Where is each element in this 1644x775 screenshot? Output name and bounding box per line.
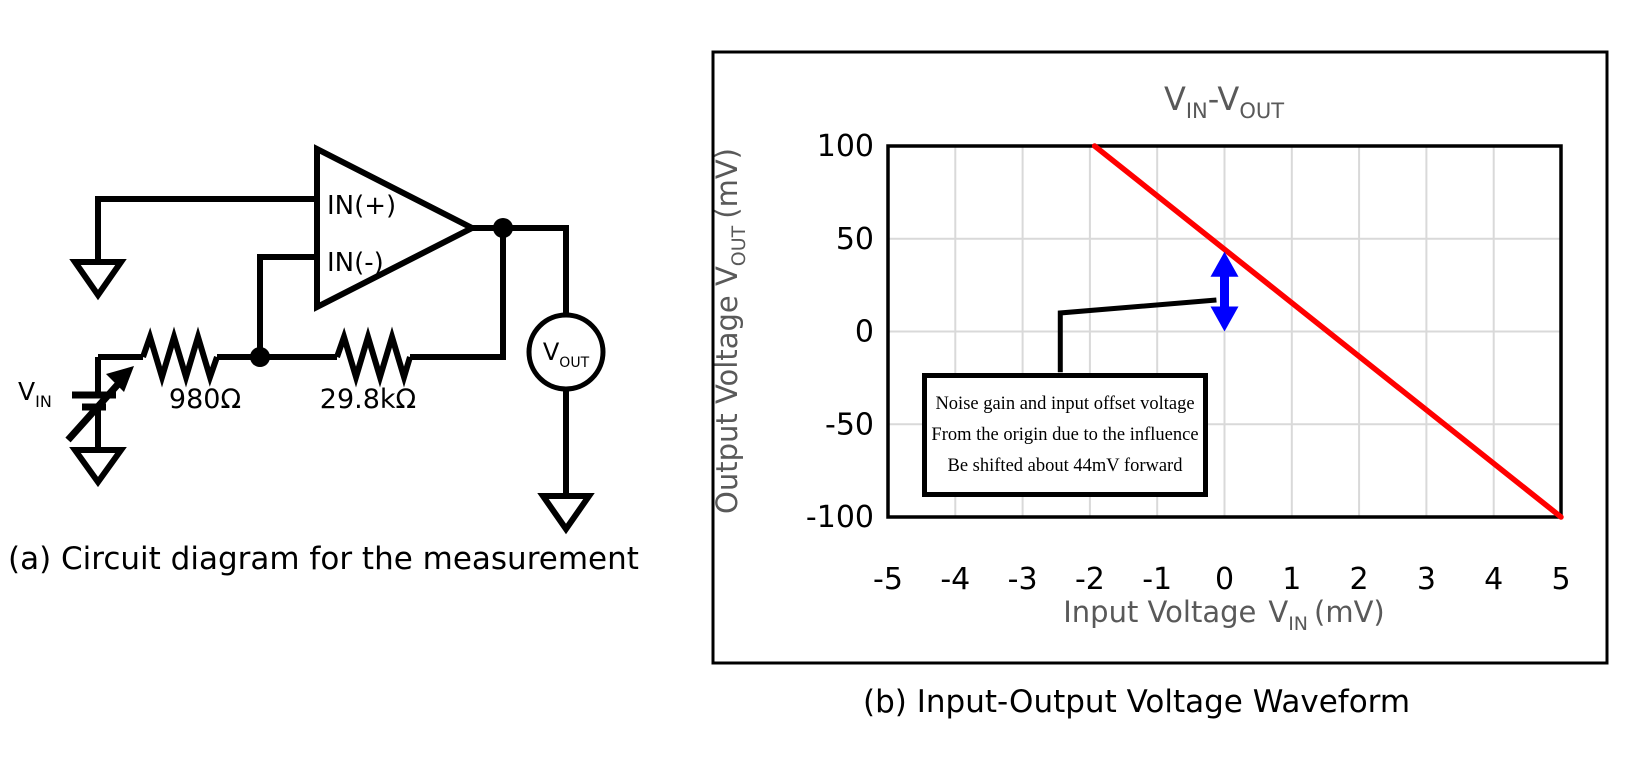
tick-labels-layer: -5 -4 -3 -2 -1 0 1 2 3 4 5 100 50 0 -50 -100: [806, 129, 1571, 597]
node-dot-feedback: [250, 347, 270, 367]
vin-variable-arrow-shaft: [65, 379, 123, 443]
chart-outer-border: [711, 50, 1609, 665]
y-tick-label: 0: [855, 315, 874, 350]
vin-variable-arrow-head: [106, 366, 134, 392]
x-tick-label: -1: [1142, 562, 1172, 597]
callout-line: [1057, 297, 1217, 373]
vout-meter-circle: [526, 312, 606, 392]
series-line-red: [1091, 143, 1564, 520]
y-tick-label: 50: [836, 222, 874, 257]
chart-title: VIN-VOUT: [1164, 80, 1284, 123]
note-line-2: From the origin due to the influence: [931, 424, 1199, 445]
vout-meter-label: VOUT: [543, 338, 590, 371]
in-minus-wire: [257, 254, 317, 352]
x-tick-label: -2: [1075, 562, 1105, 597]
plot-frame: [886, 144, 1563, 519]
note-box: Noise gain and input offset voltage From…: [922, 373, 1208, 497]
output-wire: [472, 225, 569, 315]
caption-panel-b: (b) Input-Output Voltage Waveform: [863, 684, 1411, 720]
circuit-diagram: [65, 144, 606, 535]
x-axis-label: Input Voltage VIN (mV): [1063, 595, 1384, 635]
x-tick-label: 2: [1350, 562, 1369, 597]
opamp-triangle: [314, 144, 479, 312]
note-line-1: Noise gain and input offset voltage: [935, 393, 1195, 414]
x-tick-label: 4: [1484, 562, 1503, 597]
x-tick-label: 1: [1282, 562, 1301, 597]
resistor-r2-label: 29.8kΩ: [320, 384, 416, 415]
x-tick-label: 3: [1417, 562, 1436, 597]
annotations-layer: [1057, 251, 1239, 373]
row-wire-right: [410, 228, 506, 360]
series-layer: [1091, 143, 1564, 520]
x-tick-label: -4: [940, 562, 970, 597]
x-tick-label: -5: [873, 562, 903, 597]
x-tick-label: 0: [1215, 562, 1234, 597]
vin-label: VIN: [18, 377, 52, 411]
y-tick-label: -50: [825, 407, 874, 442]
ground-symbol-right: [537, 493, 595, 535]
in-plus-wire: [95, 196, 317, 262]
y-axis-label: Output Voltage VOUT(mV): [710, 148, 750, 514]
ground-symbol-left: [69, 259, 127, 301]
resistor-r1: [140, 326, 220, 388]
resistor-r1-label: 980Ω: [169, 384, 241, 415]
x-tick-label: 5: [1551, 562, 1570, 597]
ground-symbol-vin: [69, 447, 127, 488]
opamp-in-plus-label: IN(+): [327, 191, 396, 221]
caption-panel-a: (a) Circuit diagram for the measurement: [8, 541, 639, 577]
x-tick-label: -3: [1008, 562, 1038, 597]
opamp-in-minus-label: IN(-): [327, 248, 384, 278]
y-tick-label: 100: [817, 129, 874, 164]
resistor-r2: [334, 326, 413, 388]
offset-arrow-head-up: [1210, 251, 1239, 277]
offset-arrow-head-down: [1210, 306, 1239, 332]
y-tick-label: -100: [806, 500, 874, 535]
note-line-3: Be shifted about 44mV forward: [947, 455, 1183, 476]
